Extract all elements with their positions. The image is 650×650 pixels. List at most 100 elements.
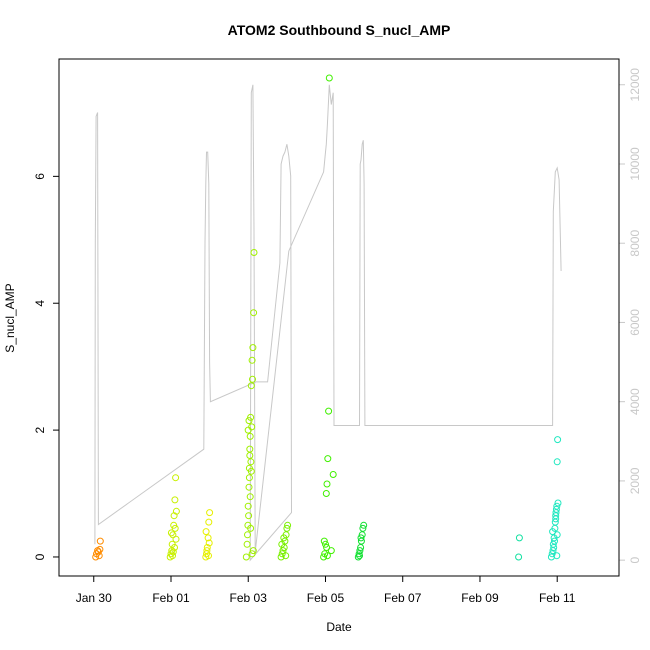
data-point [553, 531, 561, 539]
data-point [167, 550, 175, 558]
axes-layer: Jan 30 Feb 01 Feb 03 Feb 05 Feb 07 Feb 09 Feb … [33, 68, 642, 605]
data-point [322, 490, 330, 497]
plot-frame [58, 58, 620, 577]
data-point [243, 540, 251, 548]
x-tick-label: Feb 01 [152, 591, 190, 605]
data-point [549, 528, 557, 536]
data-point [249, 375, 256, 383]
data-point [323, 552, 331, 560]
x-tick-label: Feb 07 [384, 591, 422, 605]
data-point [202, 528, 210, 536]
data-point [322, 540, 329, 548]
data-point [329, 471, 337, 478]
data-point [171, 524, 179, 532]
data-point [553, 458, 561, 466]
y-axis-label: S_nucl_AMP [3, 283, 17, 352]
y-tick-label: 4 [33, 300, 47, 307]
data-point [250, 309, 258, 317]
data-point [553, 502, 561, 510]
data-point [249, 344, 257, 352]
data-point [515, 534, 523, 542]
data-point [169, 548, 177, 556]
data-point [172, 535, 180, 543]
data-point [206, 509, 214, 517]
data-point [247, 382, 255, 390]
data-point [205, 552, 212, 560]
data-point [204, 534, 212, 542]
chart-title: ATOM2 Southbound S_nucl_AMP [228, 22, 451, 38]
series-line [94, 84, 562, 562]
data-point [246, 493, 254, 501]
y2-tick-label: 4000 [628, 388, 642, 415]
data-point [249, 547, 257, 555]
data-point [320, 553, 328, 561]
data-point [554, 436, 562, 444]
data-point [278, 550, 286, 558]
y2-tick-label: 0 [628, 556, 642, 563]
x-tick-label: Feb 09 [461, 591, 499, 605]
y2-tick-label: 8000 [628, 230, 642, 257]
data-point [553, 552, 561, 560]
data-point [552, 515, 560, 523]
y2-tick-label: 10000 [628, 147, 642, 181]
data-point [171, 544, 178, 551]
data-point [323, 544, 331, 551]
data-point [280, 534, 288, 542]
data-point [357, 534, 365, 542]
data-point [359, 524, 367, 532]
data-point [172, 474, 180, 482]
data-point [354, 553, 362, 561]
data-point [551, 537, 558, 545]
data-point [248, 356, 256, 364]
data-point [247, 467, 255, 475]
data-point [320, 537, 328, 545]
data-point [356, 552, 363, 560]
data-point [278, 540, 286, 548]
data-point [205, 539, 213, 547]
data-point [245, 483, 253, 491]
x-tick-label: Feb 11 [539, 591, 576, 605]
data-point [96, 545, 104, 553]
data-point [552, 505, 560, 513]
data-point [169, 552, 176, 560]
data-point [171, 496, 179, 504]
points-layer [92, 74, 562, 561]
data-point [244, 426, 252, 434]
data-point [548, 550, 556, 558]
data-point [244, 502, 252, 510]
data-point [360, 521, 368, 529]
data-point [242, 553, 250, 561]
data-point [248, 550, 256, 558]
data-point [327, 547, 335, 555]
data-point [325, 407, 333, 415]
data-point [172, 507, 180, 515]
data-point [245, 474, 253, 482]
right-axis-line-layer [94, 84, 562, 562]
data-point [284, 521, 292, 529]
y2-tick-label: 12000 [628, 68, 642, 102]
data-point [324, 455, 332, 463]
x-tick-label: Jan 30 [76, 591, 112, 605]
data-point [282, 552, 290, 560]
data-point [515, 553, 523, 561]
data-point [277, 553, 285, 561]
y-tick-label: 2 [33, 426, 47, 433]
data-point [203, 544, 211, 551]
data-point [356, 547, 364, 555]
data-point [167, 529, 175, 537]
data-point [554, 499, 562, 507]
y-tick-label: 0 [33, 553, 47, 560]
y2-tick-label: 6000 [628, 309, 642, 336]
data-point [246, 432, 254, 440]
data-point [323, 480, 331, 488]
data-point [96, 537, 104, 545]
data-point [325, 74, 333, 82]
data-point [245, 417, 253, 425]
data-point [283, 524, 291, 532]
data-point [250, 249, 258, 256]
data-point [244, 531, 251, 539]
x-axis-label: Date [326, 620, 352, 634]
data-point [245, 512, 253, 520]
data-point [247, 524, 255, 532]
